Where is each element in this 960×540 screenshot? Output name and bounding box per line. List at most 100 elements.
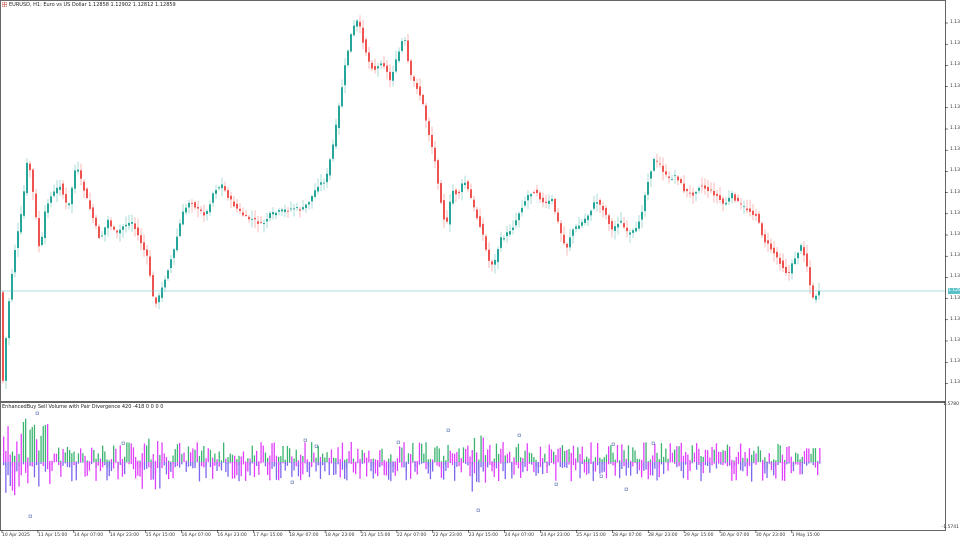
volume-bar: [319, 462, 322, 479]
volume-bar: [616, 444, 619, 462]
candle-body: [539, 192, 541, 200]
volume-bar: [553, 451, 555, 462]
candle-body: [272, 212, 274, 215]
time-axis-label: 24 Apr 07:00: [504, 533, 534, 538]
volume-bar: [678, 446, 680, 462]
volume-bar: [192, 462, 194, 469]
volume-bar: [656, 462, 658, 481]
volume-bar: [511, 462, 513, 479]
volume-bar: [803, 462, 806, 464]
volume-bar: [689, 462, 691, 471]
candle-body: [581, 222, 583, 226]
volume-bar: [652, 455, 654, 463]
volume-bar: [304, 442, 306, 462]
candle-body: [164, 279, 166, 288]
time-axis-label: 11 Apr 15:00: [37, 533, 68, 538]
candle-body: [656, 160, 658, 162]
volume-bar: [533, 457, 535, 463]
volume-bar: [487, 462, 489, 468]
volume-bar: [84, 462, 86, 477]
volume-bar: [733, 462, 735, 474]
volume-bar: [627, 445, 630, 462]
volume-bar: [225, 458, 227, 464]
volume-bar: [773, 462, 775, 476]
volume-bar: [509, 462, 511, 463]
volume-bar: [130, 462, 132, 465]
candle-body: [818, 291, 820, 296]
candle-body: [686, 189, 688, 192]
candle-body: [545, 201, 547, 203]
volume-bar: [610, 462, 612, 464]
price-axis-label: 1.1330: [950, 274, 960, 280]
volume-bar: [143, 462, 146, 470]
candle-body: [245, 214, 247, 217]
candle-body: [44, 211, 46, 239]
candle-body: [8, 301, 10, 339]
volume-bar: [610, 445, 612, 462]
volume-bar: [557, 448, 559, 462]
volume-bar: [256, 462, 258, 466]
volume-bar: [634, 450, 636, 462]
volume-bar: [319, 456, 322, 466]
volume-bar: [645, 442, 647, 462]
candle-body: [506, 232, 508, 237]
volume-bar: [449, 450, 451, 462]
volume-bar: [179, 442, 181, 462]
volume-bar: [42, 462, 44, 467]
volume-bar: [286, 445, 289, 462]
price-axis-label: 1.1320: [950, 380, 960, 386]
volume-bar: [130, 443, 132, 462]
volume-bar: [238, 462, 240, 482]
volume-bar: [381, 448, 383, 462]
volume-bar: [539, 462, 542, 467]
volume-bar: [484, 462, 487, 483]
volume-bar: [434, 447, 436, 462]
volume-bar: [810, 462, 812, 463]
candle-body: [149, 256, 151, 276]
volume-bar: [229, 453, 231, 462]
volume-bar: [3, 462, 5, 466]
volume-bar: [491, 462, 493, 472]
volume-bar: [392, 462, 394, 473]
volume-bar: [218, 451, 220, 462]
candle-body: [674, 175, 676, 177]
candle-body: [284, 209, 286, 212]
candle-body: [239, 208, 241, 211]
volume-bar: [722, 462, 724, 466]
volume-bar: [517, 443, 520, 462]
candle-body: [113, 226, 115, 230]
candle-body: [524, 201, 526, 206]
volume-bar: [590, 462, 592, 465]
volume-bar: [368, 450, 370, 462]
volume-bar: [82, 453, 84, 462]
volume-bar: [542, 462, 544, 475]
volume-bar: [220, 462, 223, 471]
volume-bar: [632, 447, 634, 462]
volume-bar: [735, 456, 737, 467]
volume-bar: [691, 445, 693, 462]
volume-bar: [484, 455, 487, 466]
volume-bar: [115, 448, 117, 462]
volume-bar: [795, 452, 797, 462]
candle-body: [665, 171, 667, 175]
volume-bar: [152, 454, 154, 463]
candle-body: [590, 210, 592, 216]
volume-bar: [293, 462, 295, 471]
volume-bar: [451, 462, 454, 465]
volume-bar: [271, 462, 273, 469]
candle-body: [353, 25, 355, 36]
volume-bar: [660, 462, 663, 465]
divergence-marker: [396, 440, 400, 444]
volume-bar: [722, 450, 724, 462]
volume-bar: [223, 462, 225, 463]
volume-bar: [454, 462, 456, 481]
volume-bar: [764, 457, 766, 464]
volume-bar: [432, 462, 434, 472]
time-axis-label: 1 May 15:00: [791, 533, 820, 538]
candle-body: [308, 202, 310, 205]
volume-bar: [707, 462, 709, 466]
volume-bar: [790, 456, 792, 463]
volume-bar: [775, 462, 777, 479]
